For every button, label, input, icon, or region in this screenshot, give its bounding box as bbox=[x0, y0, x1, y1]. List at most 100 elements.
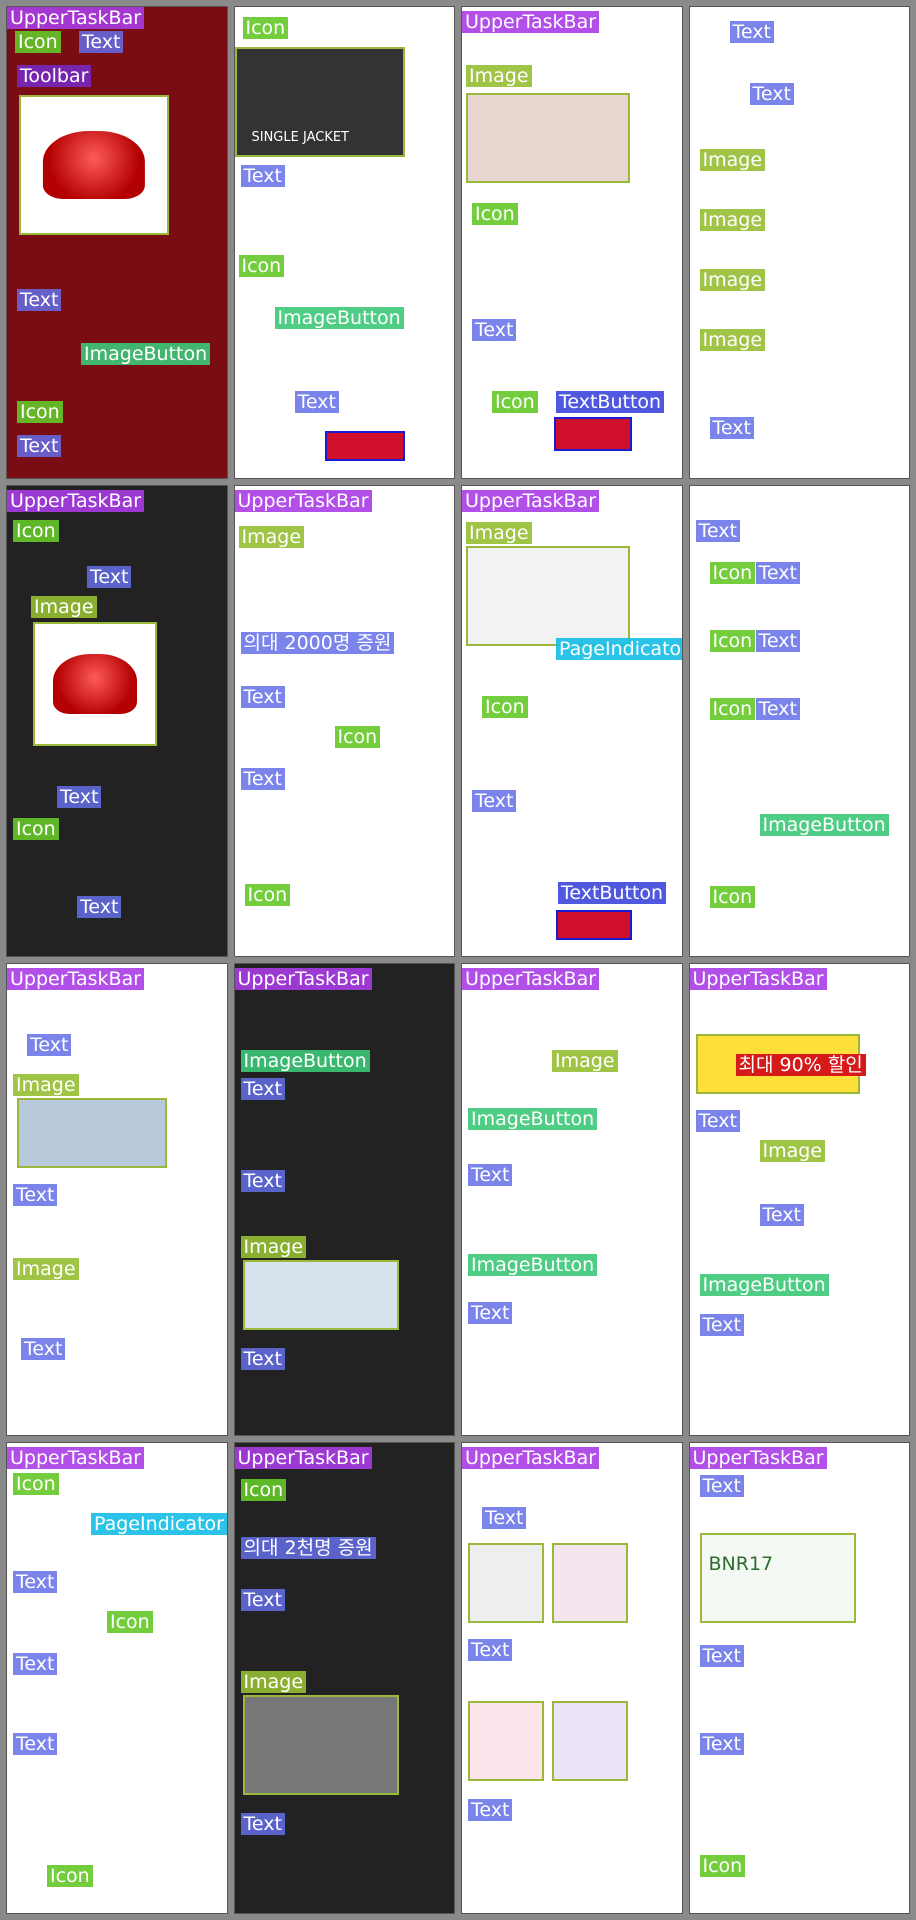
category-label-text: Text bbox=[709, 417, 754, 439]
jacket-image bbox=[234, 47, 405, 157]
product-title-text: Text bbox=[17, 289, 62, 311]
settings-icon-1[interactable]: Icon bbox=[709, 561, 756, 584]
favorite-icon[interactable]: Icon bbox=[472, 203, 518, 225]
body-text-1: Text bbox=[240, 685, 285, 708]
order-button[interactable] bbox=[554, 417, 632, 451]
screen-sale-banner: UpperTaskBar 최대 90% 할인 Text Image Text I… bbox=[688, 963, 910, 1436]
kids-image-4[interactable] bbox=[552, 1700, 628, 1781]
screen-lab-news: UpperTaskBar ImageButton Text Text Image… bbox=[233, 963, 455, 1436]
delivery-text: Text bbox=[13, 1732, 58, 1755]
news-image-label: Image bbox=[240, 1670, 307, 1693]
tab-text[interactable]: Text bbox=[482, 1506, 527, 1529]
settings-icon-2[interactable]: Icon bbox=[709, 629, 756, 652]
category-image-3[interactable]: Image bbox=[699, 269, 766, 291]
store-name-text: Text bbox=[79, 31, 124, 53]
appliance-image-1[interactable]: Image bbox=[552, 1050, 618, 1072]
upper-task-bar: UpperTaskBar bbox=[689, 968, 827, 990]
coupon-icon[interactable]: Icon bbox=[107, 1610, 153, 1633]
bottom-icon[interactable]: Icon bbox=[699, 1854, 746, 1877]
settings-icon-3[interactable]: Icon bbox=[709, 697, 756, 720]
settings-text-3: Text bbox=[755, 697, 800, 720]
cart-image-button[interactable]: ImageButton bbox=[274, 307, 404, 329]
category-image-4[interactable]: Image bbox=[699, 329, 766, 351]
upper-task-bar: UpperTaskBar bbox=[462, 489, 600, 512]
buy-button[interactable] bbox=[556, 909, 632, 940]
tab-text[interactable]: Text bbox=[749, 83, 794, 105]
settings-icon-4[interactable]: Icon bbox=[709, 885, 756, 908]
buy-text-button[interactable]: TextButton bbox=[558, 881, 667, 904]
lab-image bbox=[242, 1260, 399, 1330]
ad-text: BNR17 bbox=[708, 1552, 774, 1575]
back-icon[interactable]: Icon bbox=[15, 31, 61, 53]
orchard-image-label: Image bbox=[13, 1074, 79, 1096]
kids-image-3[interactable] bbox=[468, 1700, 544, 1781]
upper-task-bar: UpperTaskBar bbox=[234, 489, 372, 512]
promo-text: Text bbox=[759, 1204, 804, 1226]
toolbar: Toolbar bbox=[17, 65, 92, 87]
settings-image-button[interactable]: ImageButton bbox=[759, 813, 889, 836]
gift-icon[interactable]: Icon bbox=[492, 391, 538, 413]
product-image bbox=[19, 95, 169, 235]
headline-text: 의대 2천명 증원 bbox=[240, 1536, 376, 1559]
order-text-button[interactable]: TextButton bbox=[556, 391, 665, 413]
back-icon[interactable]: Icon bbox=[13, 1472, 59, 1495]
kids-image-2[interactable] bbox=[552, 1542, 628, 1623]
appliance-text-1: Text bbox=[468, 1164, 513, 1186]
wishlist-icon[interactable]: Icon bbox=[482, 695, 528, 718]
headline-text: 의대 2000명 증원 bbox=[240, 631, 395, 654]
screen-jelly-product: UpperTaskBar Icon Text Toolbar Text Imag… bbox=[6, 6, 228, 479]
screen-doctor-news: UpperTaskBar Icon 의대 2천명 증원 Text Image T… bbox=[233, 1441, 455, 1914]
menu-icon[interactable]: Icon bbox=[240, 1478, 287, 1501]
product-image-label: Image bbox=[466, 521, 532, 544]
article-text: Text bbox=[13, 1184, 58, 1206]
kids-text-1: Text bbox=[468, 1638, 513, 1661]
description-text: Text bbox=[240, 165, 285, 187]
play-image-button[interactable]: ImageButton bbox=[81, 343, 211, 365]
subscribe-image-button[interactable]: ImageButton bbox=[240, 1050, 370, 1072]
screen-apple-news: UpperTaskBar Text Image Text Image Text bbox=[6, 963, 228, 1436]
promo-image[interactable]: Image bbox=[759, 1140, 826, 1162]
kitchen-image bbox=[466, 545, 630, 646]
product-text: Text bbox=[472, 319, 517, 341]
bottom-icon[interactable]: Icon bbox=[244, 883, 291, 906]
promo-image-button[interactable]: ImageButton bbox=[699, 1274, 829, 1296]
close-icon[interactable]: Icon bbox=[13, 519, 59, 542]
appliance-image-button-2[interactable]: ImageButton bbox=[468, 1254, 598, 1276]
orchard-image bbox=[17, 1098, 167, 1168]
screen-category-grid: Text Text Image Image Image Image Text bbox=[688, 6, 910, 479]
bottom-icon[interactable]: Icon bbox=[47, 1864, 93, 1887]
footer-text: Text bbox=[699, 1314, 744, 1336]
category-image-2[interactable]: Image bbox=[699, 209, 766, 231]
upper-task-bar: UpperTaskBar bbox=[462, 968, 600, 990]
category-image-1[interactable]: Image bbox=[699, 149, 766, 171]
appliance-image-button-1[interactable]: ImageButton bbox=[468, 1108, 598, 1130]
header-text: Text bbox=[729, 21, 774, 43]
lab-image-label: Image bbox=[240, 1236, 307, 1258]
screen-news-article: UpperTaskBar Image 의대 2000명 증원 Text Text… bbox=[233, 484, 455, 957]
buy-button[interactable] bbox=[324, 431, 405, 461]
zoom-image bbox=[33, 621, 157, 746]
share-icon[interactable]: Icon bbox=[17, 401, 63, 423]
share-icon[interactable]: Icon bbox=[334, 725, 381, 748]
kids-image-1[interactable] bbox=[468, 1542, 544, 1623]
section-text: Text bbox=[27, 1034, 72, 1056]
related-text: Text bbox=[21, 1338, 66, 1360]
thumbnail-icon[interactable]: Icon bbox=[13, 817, 59, 840]
header-text: Text bbox=[699, 1474, 744, 1497]
detail-text: Text bbox=[699, 1644, 744, 1667]
logo-image: Image bbox=[238, 525, 305, 548]
event-text: Text bbox=[695, 1110, 740, 1132]
date-text: Text bbox=[240, 1078, 285, 1100]
upper-task-bar: UpperTaskBar bbox=[689, 1446, 827, 1469]
title-text: Text bbox=[695, 519, 740, 542]
settings-text-2: Text bbox=[755, 629, 800, 652]
back-icon[interactable]: Icon bbox=[242, 17, 289, 39]
price-text: Text bbox=[17, 435, 62, 457]
option-icon[interactable]: Icon bbox=[238, 255, 285, 277]
jelly-shape bbox=[42, 131, 146, 199]
upper-task-bar: UpperTaskBar bbox=[462, 11, 600, 33]
upper-task-bar: UpperTaskBar bbox=[7, 7, 145, 29]
review-text: Text bbox=[699, 1732, 744, 1755]
banner-image-label: Image bbox=[466, 65, 532, 87]
